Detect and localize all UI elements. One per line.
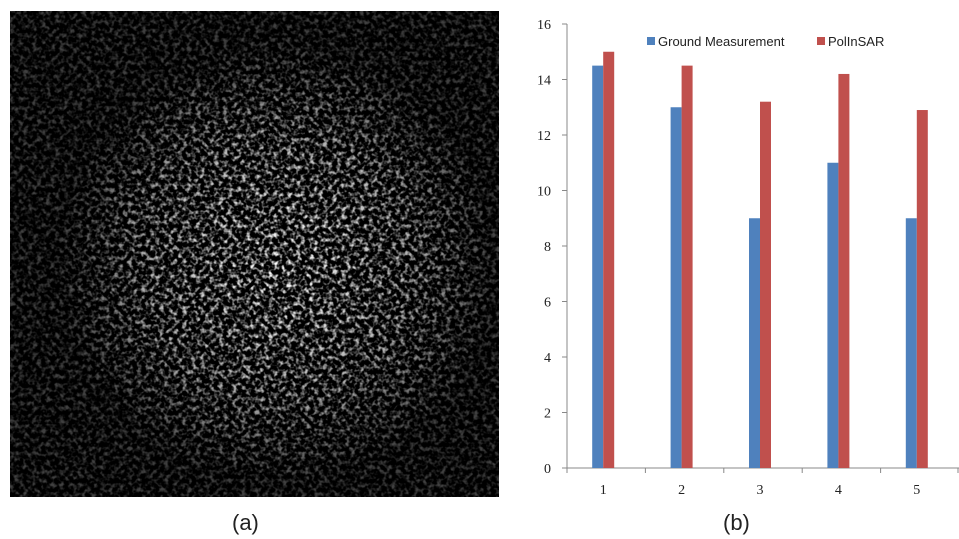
bar-ground-measurement-4 <box>827 162 839 468</box>
y-tick-label: 4 <box>544 351 551 366</box>
x-tick-label: 3 <box>757 483 764 498</box>
sar-image-panel <box>10 11 499 497</box>
chart-legend: Ground Measurement PolInSAR <box>647 34 884 49</box>
legend-label: PolInSAR <box>828 34 884 49</box>
bar-polinsar-2 <box>681 65 693 468</box>
bar-ground-measurement-5 <box>905 218 917 468</box>
y-tick-label: 8 <box>544 240 551 255</box>
bar-ground-measurement-2 <box>670 107 682 468</box>
bar-polinsar-1 <box>603 51 615 468</box>
x-tick-label: 4 <box>835 483 842 498</box>
bar-polinsar-4 <box>838 73 850 468</box>
panel-a-caption: (a) <box>232 510 259 535</box>
bar-polinsar-3 <box>760 101 771 468</box>
x-tick-label: 1 <box>600 483 607 498</box>
y-tick-label: 0 <box>544 462 551 477</box>
y-tick-label: 10 <box>537 185 551 200</box>
chart-bars <box>592 51 928 469</box>
x-tick-label: 2 <box>678 483 685 498</box>
panel-b-caption: (b) <box>723 510 750 535</box>
y-tick-label: 16 <box>537 18 551 33</box>
bar-ground-measurement-3 <box>749 218 760 468</box>
y-tick-label: 14 <box>537 74 551 89</box>
bar-polinsar-5 <box>916 110 928 469</box>
bar-ground-measurement-1 <box>592 65 604 468</box>
y-tick-label: 12 <box>537 129 551 144</box>
bar-chart-panel: 0 2 4 6 8 10 12 14 16 1 2 3 4 5 Ground Measurement Pol… <box>510 0 959 505</box>
y-tick-label: 6 <box>544 296 551 311</box>
y-tick-label: 2 <box>544 407 551 422</box>
x-tick-label: 5 <box>913 483 920 498</box>
legend-label: Ground Measurement <box>658 34 785 49</box>
legend-swatch <box>817 37 825 45</box>
legend-swatch <box>647 37 655 45</box>
sar-intensity-image <box>10 11 499 497</box>
